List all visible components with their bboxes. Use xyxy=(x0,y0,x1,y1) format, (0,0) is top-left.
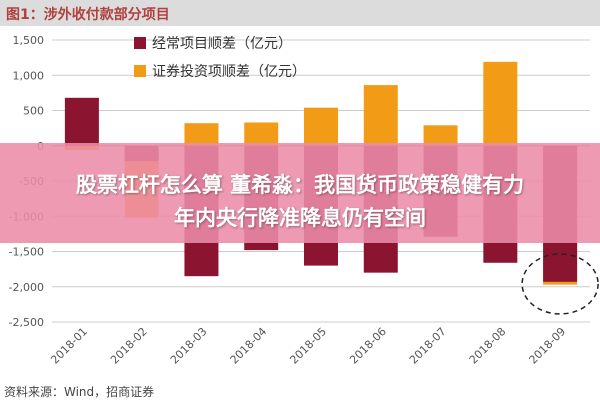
y-tick-label: -2,500 xyxy=(9,316,44,329)
legend-label-series-1: 经常项目顺差（亿元） xyxy=(152,36,292,52)
x-tick-label: 2018-07 xyxy=(407,325,449,367)
y-tick-label: -2,000 xyxy=(9,281,44,294)
legend-label-series-2: 证券投资项顺差（亿元） xyxy=(152,64,306,80)
legend-swatch-series-2 xyxy=(134,65,146,77)
x-tick-label: 2018-04 xyxy=(228,325,270,367)
legend-swatch-series-1 xyxy=(134,37,146,49)
headline-line-1: 股票杠杆怎么算 董希淼：我国货币政策稳健有力 xyxy=(75,173,525,197)
source-text: 资料来源：Wind，招商证券 xyxy=(4,385,155,399)
x-tick-label: 2018-01 xyxy=(48,325,90,367)
bar-series-2-2018-06 xyxy=(363,85,398,146)
bar-series-2-2018-03 xyxy=(184,123,219,146)
x-tick-label: 2018-09 xyxy=(527,325,569,367)
bar-series-2-2018-05 xyxy=(304,107,338,146)
figure-title: 图1：涉外收付款部分项目 xyxy=(6,7,170,23)
x-tick-label: 2018-06 xyxy=(347,325,389,367)
bar-series-1-2018-01 xyxy=(64,97,99,146)
bar-series-2-2018-04 xyxy=(244,122,279,146)
x-tick-label: 2018-08 xyxy=(467,325,509,367)
y-tick-label: 500 xyxy=(23,105,44,118)
x-axis-ticks: 2018-01 2018-02 2018-03 2018-04 2018-05 2018-… xyxy=(48,325,568,367)
x-tick-label: 2018-02 xyxy=(108,325,150,367)
annotation-dashed-circle xyxy=(521,253,599,315)
figure-header: 图1：涉外收付款部分项目 xyxy=(0,0,600,26)
y-tick-label: 1,500 xyxy=(13,34,45,47)
source-note: 资料来源：Wind，招商证券 xyxy=(0,380,600,400)
chart-legend: 经常项目顺差（亿元） 证券投资项顺差（亿元） xyxy=(134,36,306,80)
bar-series-2-2018-07 xyxy=(423,125,458,146)
bar-series-2-2018-08 xyxy=(483,61,518,146)
y-tick-label: 1,000 xyxy=(13,69,45,82)
x-tick-label: 2018-03 xyxy=(168,325,210,367)
y-tick-label: -1,500 xyxy=(9,246,44,259)
x-tick-label: 2018-05 xyxy=(287,325,329,367)
headline-line-2: 年内央行降准降息仍有空间 xyxy=(174,206,426,230)
headline-banner[interactable]: 股票杠杆怎么算 董希淼：我国货币政策稳健有力 年内央行降准降息仍有空间 xyxy=(0,143,600,243)
